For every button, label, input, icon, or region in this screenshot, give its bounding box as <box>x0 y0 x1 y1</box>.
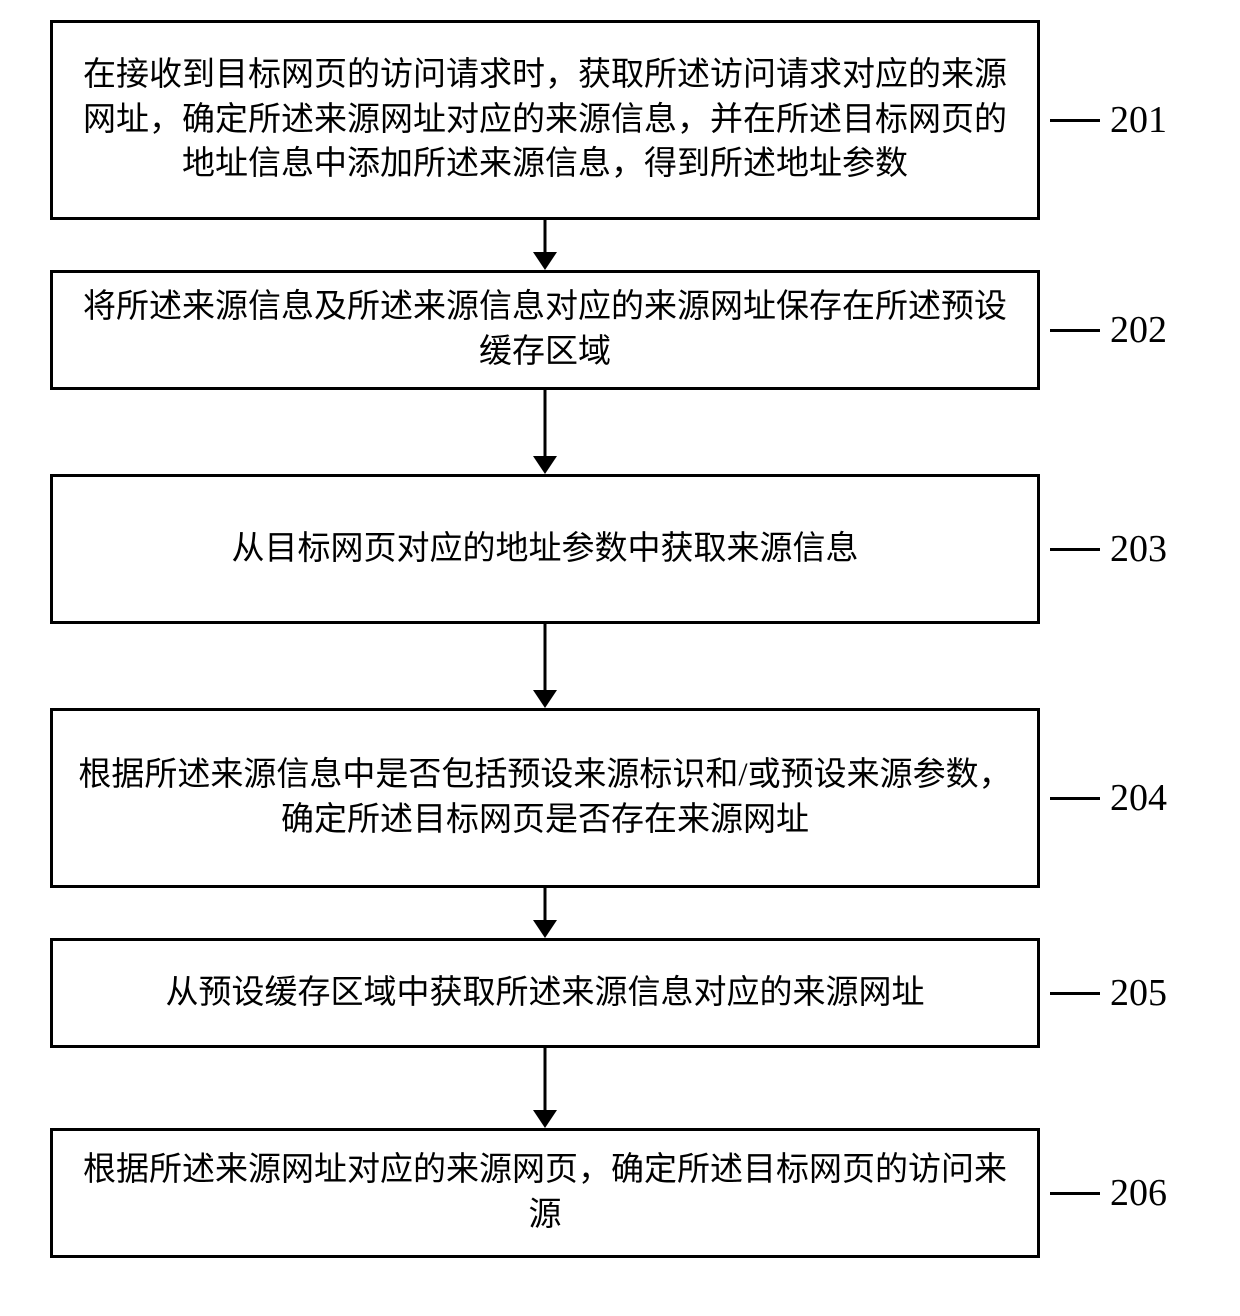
flowchart-step-number: 204 <box>1110 776 1167 820</box>
flowchart-row: 根据所述来源网址对应的来源网页，确定所述目标网页的访问来源 206 <box>30 1128 1210 1258</box>
flowchart-step-box: 从目标网页对应的地址参数中获取来源信息 <box>50 474 1040 624</box>
flowchart-row: 从目标网页对应的地址参数中获取来源信息 203 <box>30 474 1210 624</box>
flowchart-step-number: 206 <box>1110 1171 1167 1215</box>
label-connector <box>1040 797 1110 800</box>
flowchart-step-number: 201 <box>1110 98 1167 142</box>
flowchart-step-box: 在接收到目标网页的访问请求时，获取所述访问请求对应的来源网址，确定所述来源网址对… <box>50 20 1040 220</box>
flowchart-row: 将所述来源信息及所述来源信息对应的来源网址保存在所述预设缓存区域 202 <box>30 270 1210 390</box>
label-connector <box>1040 992 1110 995</box>
flowchart-row: 根据所述来源信息中是否包括预设来源标识和/或预设来源参数，确定所述目标网页是否存… <box>30 708 1210 888</box>
flowchart-step-text: 从目标网页对应的地址参数中获取来源信息 <box>232 527 859 572</box>
flowchart-step-text: 在接收到目标网页的访问请求时，获取所述访问请求对应的来源网址，确定所述来源网址对… <box>71 53 1019 187</box>
arrow-down-icon <box>525 888 565 938</box>
connector-tick <box>1050 797 1100 800</box>
label-connector <box>1040 1192 1110 1195</box>
flowchart-step-box: 根据所述来源网址对应的来源网页，确定所述目标网页的访问来源 <box>50 1128 1040 1258</box>
flowchart-arrow <box>50 888 1040 938</box>
connector-tick <box>1050 329 1100 332</box>
flowchart-step-text: 将所述来源信息及所述来源信息对应的来源网址保存在所述预设缓存区域 <box>71 285 1019 374</box>
flowchart-row: 在接收到目标网页的访问请求时，获取所述访问请求对应的来源网址，确定所述来源网址对… <box>30 20 1210 220</box>
connector-tick <box>1050 548 1100 551</box>
flowchart-step-box: 根据所述来源信息中是否包括预设来源标识和/或预设来源参数，确定所述目标网页是否存… <box>50 708 1040 888</box>
arrow-down-icon <box>525 624 565 708</box>
flowchart-row: 从预设缓存区域中获取所述来源信息对应的来源网址 205 <box>30 938 1210 1048</box>
flowchart-step-number: 203 <box>1110 527 1167 571</box>
flowchart-arrow <box>50 390 1040 474</box>
flowchart-arrow <box>50 220 1040 270</box>
flowchart-step-text: 根据所述来源信息中是否包括预设来源标识和/或预设来源参数，确定所述目标网页是否存… <box>71 753 1019 842</box>
flowchart-step-box: 将所述来源信息及所述来源信息对应的来源网址保存在所述预设缓存区域 <box>50 270 1040 390</box>
arrow-down-icon <box>525 390 565 474</box>
arrow-down-icon <box>525 1048 565 1128</box>
flowchart-step-number: 202 <box>1110 308 1167 352</box>
flowchart-step-text: 从预设缓存区域中获取所述来源信息对应的来源网址 <box>166 971 925 1016</box>
arrow-down-icon <box>525 220 565 270</box>
connector-tick <box>1050 1192 1100 1195</box>
flowchart-step-number: 205 <box>1110 971 1167 1015</box>
label-connector <box>1040 548 1110 551</box>
flowchart-step-box: 从预设缓存区域中获取所述来源信息对应的来源网址 <box>50 938 1040 1048</box>
flowchart-diagram: 在接收到目标网页的访问请求时，获取所述访问请求对应的来源网址，确定所述来源网址对… <box>30 20 1210 1258</box>
label-connector <box>1040 119 1110 122</box>
flowchart-step-text: 根据所述来源网址对应的来源网页，确定所述目标网页的访问来源 <box>71 1148 1019 1237</box>
connector-tick <box>1050 119 1100 122</box>
flowchart-arrow <box>50 624 1040 708</box>
label-connector <box>1040 329 1110 332</box>
connector-tick <box>1050 992 1100 995</box>
flowchart-arrow <box>50 1048 1040 1128</box>
